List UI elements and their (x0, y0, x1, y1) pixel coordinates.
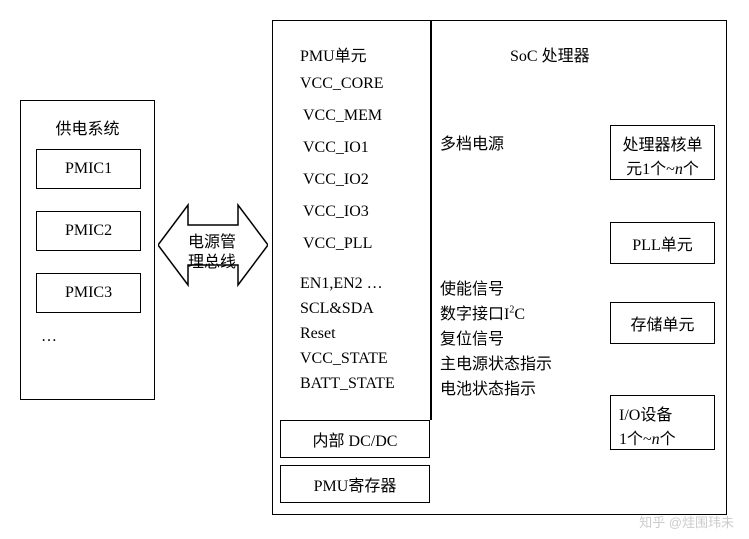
soc-sig-batt-state: 电池状态指示 (440, 375, 536, 399)
rail-vcc-mem: VCC_MEM (303, 107, 382, 125)
soc-power-label: 多档电源 (440, 130, 504, 154)
io-line2: 1个~n个 (619, 425, 706, 449)
soc-sig-enable: 使能信号 (440, 275, 504, 299)
soc-sig-reset: 复位信号 (440, 325, 504, 349)
pmic2-label: PMIC2 (65, 222, 112, 240)
rail-vcc-io1: VCC_IO1 (303, 139, 369, 157)
pmu-title: PMU单元 (300, 42, 367, 66)
pll-box: PLL单元 (610, 222, 715, 264)
core-line2: 元1个~n个 (611, 155, 714, 179)
core-line1: 处理器核单 (611, 131, 714, 155)
soc-sig-i2c: 数字接口I2C (440, 300, 525, 324)
pmic2-box: PMIC2 (36, 211, 141, 251)
rail-vcc-io3: VCC_IO3 (303, 203, 369, 221)
pmic3-label: PMIC3 (65, 284, 112, 302)
sig-scl-sda: SCL&SDA (300, 300, 374, 318)
bus-label-2: 理总线 (188, 248, 236, 272)
pmic1-box: PMIC1 (36, 149, 141, 189)
io-line1: I/O设备 (619, 401, 706, 425)
sig-batt-state: BATT_STATE (300, 375, 395, 393)
watermark: 知乎 @烓围玮未 (639, 512, 734, 531)
rail-vcc-io2: VCC_IO2 (303, 171, 369, 189)
dcdc-box: 内部 DC/DC (280, 420, 430, 458)
vertical-divider (430, 20, 432, 420)
pmu-reg-label: PMU寄存器 (314, 472, 397, 496)
rail-vcc-core: VCC_CORE (300, 75, 384, 93)
pmu-reg-box: PMU寄存器 (280, 465, 430, 503)
power-system-box: 供电系统 PMIC1 PMIC2 PMIC3 … (20, 100, 155, 400)
soc-sig-vcc-state: 主电源状态指示 (440, 350, 552, 374)
io-box: I/O设备 1个~n个 (610, 395, 715, 450)
pmic1-label: PMIC1 (65, 160, 112, 178)
pmic-ellipsis: … (41, 328, 154, 346)
pll-label: PLL单元 (632, 231, 692, 255)
power-system-title: 供电系统 (21, 115, 154, 139)
core-box: 处理器核单 元1个~n个 (610, 125, 715, 180)
mem-label: 存储单元 (630, 311, 694, 335)
mem-box: 存储单元 (610, 302, 715, 344)
sig-en: EN1,EN2 … (300, 275, 383, 293)
sig-reset: Reset (300, 325, 336, 343)
rail-vcc-pll: VCC_PLL (303, 235, 372, 253)
pmic3-box: PMIC3 (36, 273, 141, 313)
soc-title: SoC 处理器 (510, 42, 590, 66)
dcdc-label: 内部 DC/DC (313, 427, 398, 451)
sig-vcc-state: VCC_STATE (300, 350, 388, 368)
